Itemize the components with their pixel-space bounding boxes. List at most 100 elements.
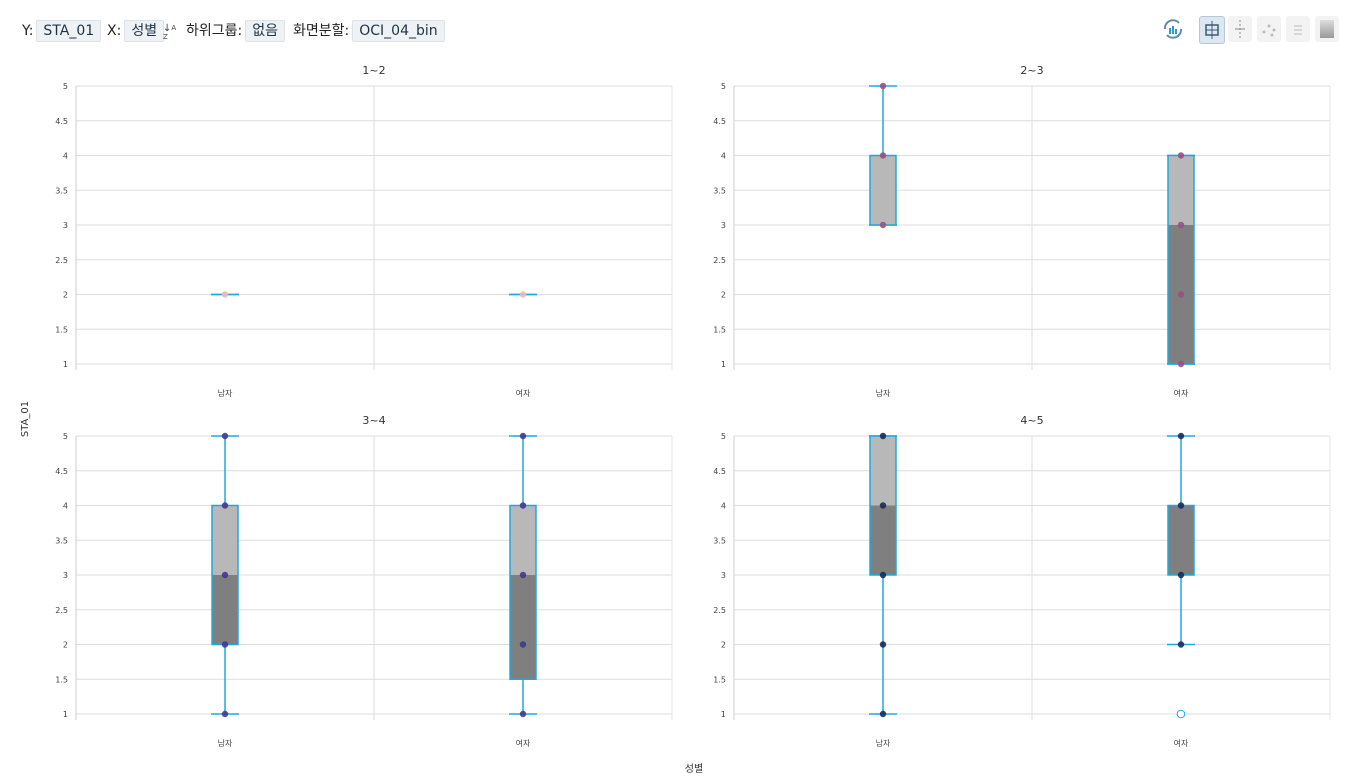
data-point — [519, 502, 527, 509]
y-tick-label: 2 — [63, 641, 68, 650]
x-axis-title: 성별 — [685, 763, 703, 775]
y-tick-label: 5 — [721, 82, 726, 91]
data-point — [221, 502, 229, 509]
panel-3: 1 1.5 2 2.5 3 3.5 4 4.5 5 3~4 남자 여자 — [55, 414, 673, 748]
y-tick-label: 4 — [63, 152, 68, 161]
dotplot-icon[interactable] — [1286, 16, 1310, 42]
data-point — [519, 432, 527, 440]
y-tick-label: 2.5 — [713, 606, 726, 615]
box-lower — [212, 575, 238, 645]
box-여자 — [1167, 432, 1195, 719]
panel-title: 4~5 — [1020, 414, 1043, 427]
gradient-icon[interactable] — [1315, 16, 1339, 42]
split-chip[interactable]: OCI_04_bin — [352, 20, 445, 42]
data-point — [221, 710, 229, 718]
data-point — [1177, 152, 1185, 159]
box-여자 — [1167, 152, 1195, 368]
y-tick-label: 2 — [721, 291, 726, 300]
y-tick-label: 3 — [63, 571, 68, 580]
data-point — [1177, 571, 1185, 579]
y-tick-label: 1 — [63, 360, 68, 369]
y-tick-label: 1 — [721, 710, 726, 719]
panel-title: 3~4 — [362, 414, 385, 427]
y-tick-label: 4.5 — [713, 117, 726, 126]
x-variable-field[interactable]: X: 성별 — [107, 20, 165, 42]
x-tick-label: 남자 — [218, 389, 233, 398]
y-tick-label: 3 — [721, 221, 726, 230]
x-tick-label: 여자 — [516, 738, 531, 748]
panel-title: 2~3 — [1020, 64, 1043, 77]
refresh-chart-icon[interactable] — [1160, 16, 1184, 42]
y-tick-label: 4 — [63, 502, 68, 511]
box-upper — [870, 155, 896, 225]
data-point — [1177, 432, 1185, 440]
subgroup-chip[interactable]: 없음 — [245, 20, 286, 42]
data-point — [879, 710, 887, 718]
boxplot-chart: STA_01 성별 11.522.533.544.551~2남자 여자11.522… — [20, 64, 1331, 775]
y-tick-label: 1.5 — [713, 675, 726, 684]
panel-title: 1~2 — [362, 64, 385, 77]
y-tick-label: 3.5 — [713, 536, 726, 545]
outlier-point — [1176, 709, 1186, 719]
data-point — [221, 432, 229, 440]
y-tick-label: 4 — [721, 502, 726, 511]
y-tick-label: 1.5 — [713, 325, 726, 334]
split-field[interactable]: 화면분할: OCI_04_bin — [293, 20, 445, 42]
subgroup-field[interactable]: 하위그룹: 없음 — [186, 20, 286, 42]
box-남자 — [869, 432, 897, 718]
data-point — [879, 152, 887, 159]
y-label: Y: — [22, 23, 34, 39]
box-여자 — [509, 432, 537, 718]
y-tick-label: 2 — [721, 641, 726, 650]
box-lower — [870, 505, 896, 575]
data-point — [1177, 641, 1185, 648]
box-여자 — [509, 291, 537, 298]
y-tick-label: 3.5 — [713, 186, 726, 195]
y-tick-label: 4.5 — [55, 117, 68, 126]
y-tick-label: 4 — [721, 152, 726, 161]
x-variable-chip[interactable]: 성별 — [124, 20, 165, 42]
y-tick-label: 3 — [721, 571, 726, 580]
y-axis-title: STA_01 — [20, 401, 31, 437]
data-point — [1177, 291, 1185, 298]
x-label: X: — [107, 23, 122, 39]
box-upper — [870, 436, 896, 506]
data-point — [519, 710, 527, 718]
y-tick-label: 5 — [63, 432, 68, 441]
y-variable-field[interactable]: Y: STA_01 — [22, 20, 102, 42]
data-point — [1177, 360, 1185, 368]
split-label: 화면분할: — [293, 23, 350, 39]
subgroup-label: 하위그룹: — [186, 23, 243, 39]
y-tick-label: 3.5 — [55, 536, 68, 545]
y-tick-label: 2 — [63, 291, 68, 300]
y-tick-label: 1 — [63, 710, 68, 719]
y-tick-label: 1.5 — [55, 325, 68, 334]
data-point — [1177, 502, 1185, 509]
data-point — [519, 291, 527, 298]
y-tick-label: 1.5 — [55, 675, 68, 684]
x-tick-label: 여자 — [516, 388, 531, 398]
panel-1: 1 1.5 2 2.5 3 3.5 4 4.5 5 1~2 남자 여자 — [55, 64, 673, 398]
y-tick-label: 2.5 — [55, 606, 68, 615]
data-point — [221, 641, 229, 648]
stripplot-icon[interactable] — [1228, 16, 1252, 42]
box-남자 — [869, 82, 897, 229]
sort-az-icon[interactable]: ↓A Z — [163, 23, 177, 42]
box-upper — [212, 505, 238, 575]
data-point — [879, 571, 887, 579]
boxplot-icon[interactable] — [1199, 16, 1225, 44]
panel-4: 1 1.5 2 2.5 3 3.5 4 4.5 5 4~5 남자 여자 — [713, 414, 1331, 748]
y-tick-label: 2.5 — [713, 256, 726, 265]
x-tick-label: 여자 — [1174, 738, 1189, 748]
scatter-icon[interactable] — [1257, 16, 1281, 42]
box-남자 — [211, 291, 239, 298]
y-tick-label: 4.5 — [713, 467, 726, 476]
x-tick-label: 남자 — [876, 389, 891, 398]
data-point — [519, 641, 527, 648]
box-upper — [510, 505, 536, 575]
panel-2: 1 1.5 2 2.5 3 3.5 4 4.5 5 2~3 남자 여자 — [713, 64, 1331, 398]
data-point — [879, 502, 887, 509]
y-tick-label: 2.5 — [55, 256, 68, 265]
x-tick-label: 남자 — [218, 739, 233, 748]
y-variable-chip[interactable]: STA_01 — [36, 20, 102, 42]
